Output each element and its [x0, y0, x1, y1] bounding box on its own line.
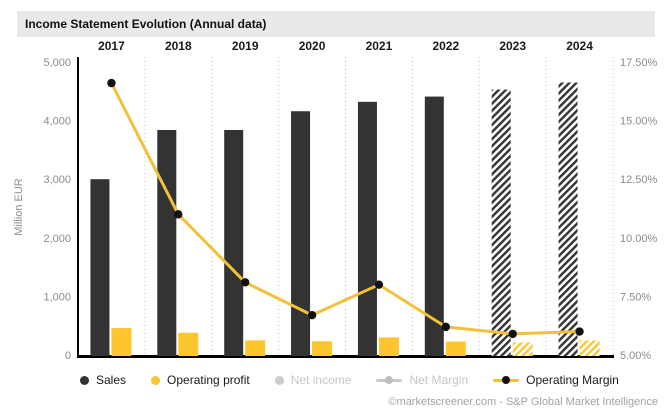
right-axis-tick-label: 7.50% — [620, 291, 651, 303]
legend-label: Sales — [96, 373, 127, 387]
line-layer — [107, 78, 584, 339]
operating-margin-legend-line-icon — [493, 376, 520, 385]
chart-title-bar: Income Statement Evolution (Annual data) — [17, 11, 655, 37]
legend-label: Net income — [290, 373, 352, 387]
legend-item-net-margin[interactable]: Net Margin — [376, 373, 468, 387]
gridlines — [144, 57, 614, 356]
operating-profit-legend-dot-icon — [151, 375, 161, 385]
operating-profit-bar-2022[interactable] — [445, 341, 466, 356]
sales-bar-2018[interactable] — [157, 129, 177, 356]
legend-item-net-income[interactable]: Net income — [274, 373, 352, 387]
operating-margin-line — [109, 81, 582, 336]
sales-bar-2022[interactable] — [424, 96, 444, 356]
operating-margin-point-2019[interactable] — [240, 278, 250, 287]
legend-label: Operating profit — [167, 373, 250, 387]
x-axis-year-label: 2021 — [366, 39, 393, 53]
axes: 2017 2018 2019 2020 2021 2022 2023 2024 0 1,000 2,… — [13, 39, 658, 362]
x-axis-year-label: 2018 — [165, 39, 192, 53]
operating-margin-point-2022[interactable] — [441, 322, 451, 332]
right-axis-tick-label: 12.50% — [620, 174, 658, 186]
legend-item-operating-profit[interactable]: Operating profit — [151, 373, 250, 387]
sales-legend-dot-icon — [80, 375, 89, 385]
operating-margin-point-2024[interactable] — [575, 327, 584, 336]
operating-margin-point-2021[interactable] — [374, 280, 384, 289]
sales-bar-2021[interactable] — [357, 101, 377, 357]
bars-layer — [90, 82, 600, 357]
left-axis-tick-label: 2,000 — [43, 233, 71, 245]
operating-profit-bar-2023[interactable] — [512, 342, 533, 356]
legend-item-sales[interactable]: Sales — [80, 373, 126, 387]
legend-item-operating-margin[interactable]: Operating Margin — [493, 373, 619, 387]
operating-profit-bar-2018[interactable] — [178, 332, 199, 356]
x-axis-year-label: 2022 — [432, 39, 459, 53]
sales-bar-2020[interactable] — [291, 111, 311, 356]
x-axis-year-label: 2017 — [98, 39, 125, 53]
left-axis-title: Million EUR — [13, 178, 25, 236]
right-axis-tick-label: 10.00% — [620, 233, 658, 245]
x-axis-year-label: 2023 — [499, 39, 526, 53]
legend-label: Operating Margin — [526, 373, 619, 387]
right-axis-tick-label: 15.00% — [620, 116, 658, 128]
x-axis-year-label: 2019 — [232, 39, 259, 53]
sales-bar-2024[interactable] — [558, 82, 578, 356]
x-axis-year-label: 2020 — [299, 39, 326, 53]
operating-profit-bar-2024[interactable] — [579, 340, 600, 356]
operating-margin-point-2018[interactable] — [174, 210, 183, 219]
left-axis-tick-label: 5,000 — [43, 57, 71, 69]
operating-margin-point-2017[interactable] — [107, 78, 116, 88]
sales-bar-2019[interactable] — [224, 129, 244, 356]
left-axis-tick-label: 0 — [65, 350, 71, 362]
left-axis-tick-label: 3,000 — [43, 174, 71, 186]
net-income-legend-dot-icon — [274, 375, 284, 385]
attribution-text: ©marketscreener.com - S&P Global Market … — [388, 396, 658, 408]
right-axis-tick-label: 17.50% — [620, 57, 658, 69]
chart-legend: Sales Operating profit Net income Net Ma… — [80, 370, 619, 390]
operating-profit-bar-2017[interactable] — [111, 328, 132, 356]
right-axis-tick-label: 5.00% — [620, 350, 651, 362]
operating-margin-point-2023[interactable] — [508, 329, 517, 339]
operating-profit-bar-2021[interactable] — [378, 337, 399, 356]
left-axis-tick-label: 1,000 — [43, 291, 71, 303]
net-margin-legend-line-icon — [376, 376, 403, 385]
operating-margin-point-2020[interactable] — [307, 310, 317, 320]
x-axis-year-label: 2024 — [566, 39, 593, 53]
chart-title: Income Statement Evolution (Annual data) — [25, 17, 267, 31]
sales-bar-2023[interactable] — [491, 89, 511, 357]
legend-label: Net Margin — [409, 373, 469, 387]
operating-profit-bar-2019[interactable] — [245, 340, 266, 356]
sales-bar-2017[interactable] — [90, 179, 110, 356]
left-axis-tick-label: 4,000 — [43, 116, 71, 128]
operating-profit-bar-2020[interactable] — [312, 341, 333, 356]
